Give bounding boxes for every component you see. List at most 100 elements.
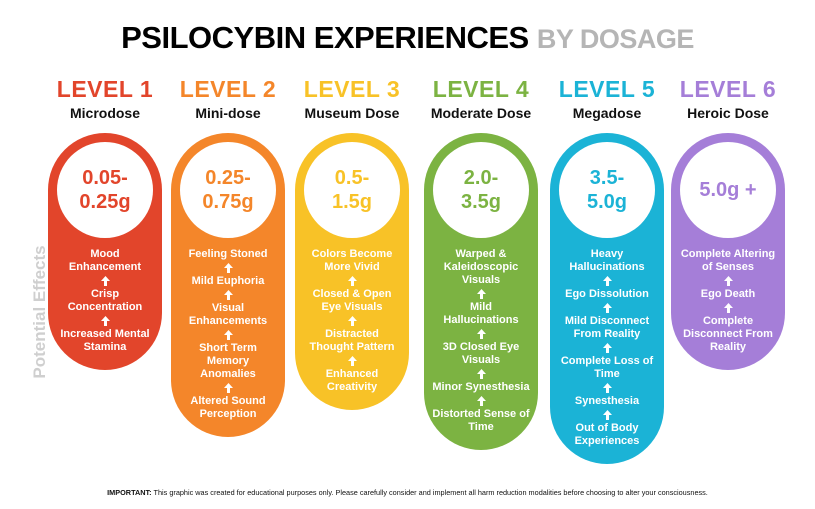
level-label: LEVEL 5 [558,76,656,102]
effect: Ego Death [700,288,756,300]
dose-name: Microdose [69,105,140,121]
dose-pill: 0.25- 0.75g Feeling Stoned Mild Euphoria Vis… [171,133,285,437]
effect: Altered Sound Perception [190,395,266,420]
effect: Colors Become More Vivid [311,248,393,273]
arrow [602,410,612,420]
dose-circle: 0.25- 0.75g [180,142,276,238]
title: PSILOCYBIN EXPERIENCES BY DOSAGE [0,20,815,56]
arrow [723,303,733,313]
level-column: LEVEL 4 Moderate Dose 2.0- 3.5g Warped & Kal… [419,76,543,450]
dose-name: Moderate Dose [430,105,532,121]
effects: Feeling Stoned Mild Euphoria Visual Enhanc… [171,248,285,421]
effect: Crisp Concentration [67,288,143,313]
level-label: LEVEL 3 [303,76,401,102]
dose-pill: 5.0g + Complete Altering of Senses Ego Dea… [671,133,785,370]
level-column: LEVEL 1 Microdose 0.05- 0.25g Mood Enhanceme… [43,76,167,370]
effect: Increased Mental Stamina [60,328,150,353]
arrow [223,263,233,273]
effect: Ego Dissolution [565,288,649,300]
arrow [347,316,357,326]
title-main: PSILOCYBIN EXPERIENCES [121,20,529,55]
effect: Distorted Sense of Time [432,408,530,433]
arrow [476,329,486,339]
effect: Short Term Memory Anomalies [199,342,257,380]
dose-amount: 0.5- [334,167,370,189]
arrow [223,290,233,300]
dose-circle: 3.5- 5.0g [559,142,655,238]
dose-name: Heroic Dose [687,105,769,121]
dose-amount: 0.75g [202,191,254,213]
effects: Warped & Kaleidoscopic Visuals Mild Hallu… [424,248,538,434]
dose-name: Museum Dose [304,105,400,121]
dose-circle: 2.0- 3.5g [433,142,529,238]
effect: Closed & Open Eye Visuals [312,288,392,313]
dose-amount: 3.5g [460,191,502,213]
dose-name: Megadose [572,105,642,121]
dose-amount: 5.0g + [699,179,757,201]
arrow [347,356,357,366]
level-label: LEVEL 4 [432,76,530,102]
arrow [602,303,612,313]
arrow [602,276,612,286]
level-label: LEVEL 2 [179,76,277,102]
dose-pill: 3.5- 5.0g Heavy Hallucinations Ego Dissolut… [550,133,664,464]
arrow [602,343,612,353]
dose-circle: 0.05- 0.25g [57,142,153,238]
level-column: LEVEL 3 Museum Dose 0.5- 1.5g Colors Become … [290,76,414,410]
effect: Minor Synesthesia [432,381,530,393]
effect: Mood Enhancement [68,248,142,273]
effects: Mood Enhancement Crisp Concentration Incre… [48,248,162,354]
effects: Complete Altering of Senses Ego Death Comp… [671,248,785,354]
arrow [100,316,110,326]
dose-pill: 0.5- 1.5g Colors Become More Vivid Closed &… [295,133,409,410]
effect: Visual Enhancements [188,302,268,327]
arrow [476,369,486,379]
dose-pill: 2.0- 3.5g Warped & Kaleidoscopic Visuals Mi… [424,133,538,450]
dose-amount: 1.5g [331,191,373,213]
level-label: LEVEL 1 [56,76,154,102]
effect: Mild Euphoria [191,275,265,287]
footer-label: IMPORTANT: [107,488,152,497]
arrow [602,383,612,393]
level-column: LEVEL 5 Megadose 3.5- 5.0g Heavy Hallucinati… [545,76,669,464]
effect: Complete Loss of Time [560,355,654,380]
arrow [223,330,233,340]
dose-amount: 5.0g [586,191,628,213]
effect: Complete Altering of Senses [680,248,776,273]
dose-circle: 0.5- 1.5g [304,142,400,238]
dose-amount: 0.25- [205,167,251,189]
arrow [223,383,233,393]
effect: Out of Body Experiences [574,422,640,447]
effects: Heavy Hallucinations Ego Dissolution Mild … [550,248,664,448]
effect: Synesthesia [574,395,640,407]
dose-name: Mini-dose [195,105,261,121]
dose-amount: 0.25g [79,191,131,213]
arrow [100,276,110,286]
effect: 3D Closed Eye Visuals [442,341,520,366]
arrow [723,276,733,286]
dose-amount: 0.05- [82,167,128,189]
footer-text: This graphic was created for educational… [153,488,708,497]
effect: Enhanced Creativity [325,368,379,393]
level-column: LEVEL 6 Heroic Dose 5.0g + Complete Alterin… [666,76,790,370]
level-label: LEVEL 6 [679,76,777,102]
dose-circle: 5.0g + [680,142,776,238]
arrow [476,289,486,299]
effect: Mild Hallucinations [443,301,519,326]
effect: Mild Disconnect From Reality [564,315,650,340]
effect: Feeling Stoned [188,248,268,260]
level-column: LEVEL 2 Mini-dose 0.25- 0.75g Feeling Stoned… [166,76,290,437]
arrow [476,396,486,406]
effect: Warped & Kaleidoscopic Visuals [443,248,519,286]
effect: Distracted Thought Pattern [309,328,395,353]
footer: IMPORTANT: This graphic was created for … [0,488,815,497]
dose-amount: 2.0- [463,167,499,189]
arrow [347,276,357,286]
effect: Heavy Hallucinations [569,248,645,273]
title-sub: BY DOSAGE [536,24,695,54]
effect: Complete Disconnect From Reality [683,315,773,353]
dose-pill: 0.05- 0.25g Mood Enhancement Crisp Concentr… [48,133,162,370]
dose-amount: 3.5- [589,167,625,189]
effects: Colors Become More Vivid Closed & Open Ey… [295,248,409,394]
